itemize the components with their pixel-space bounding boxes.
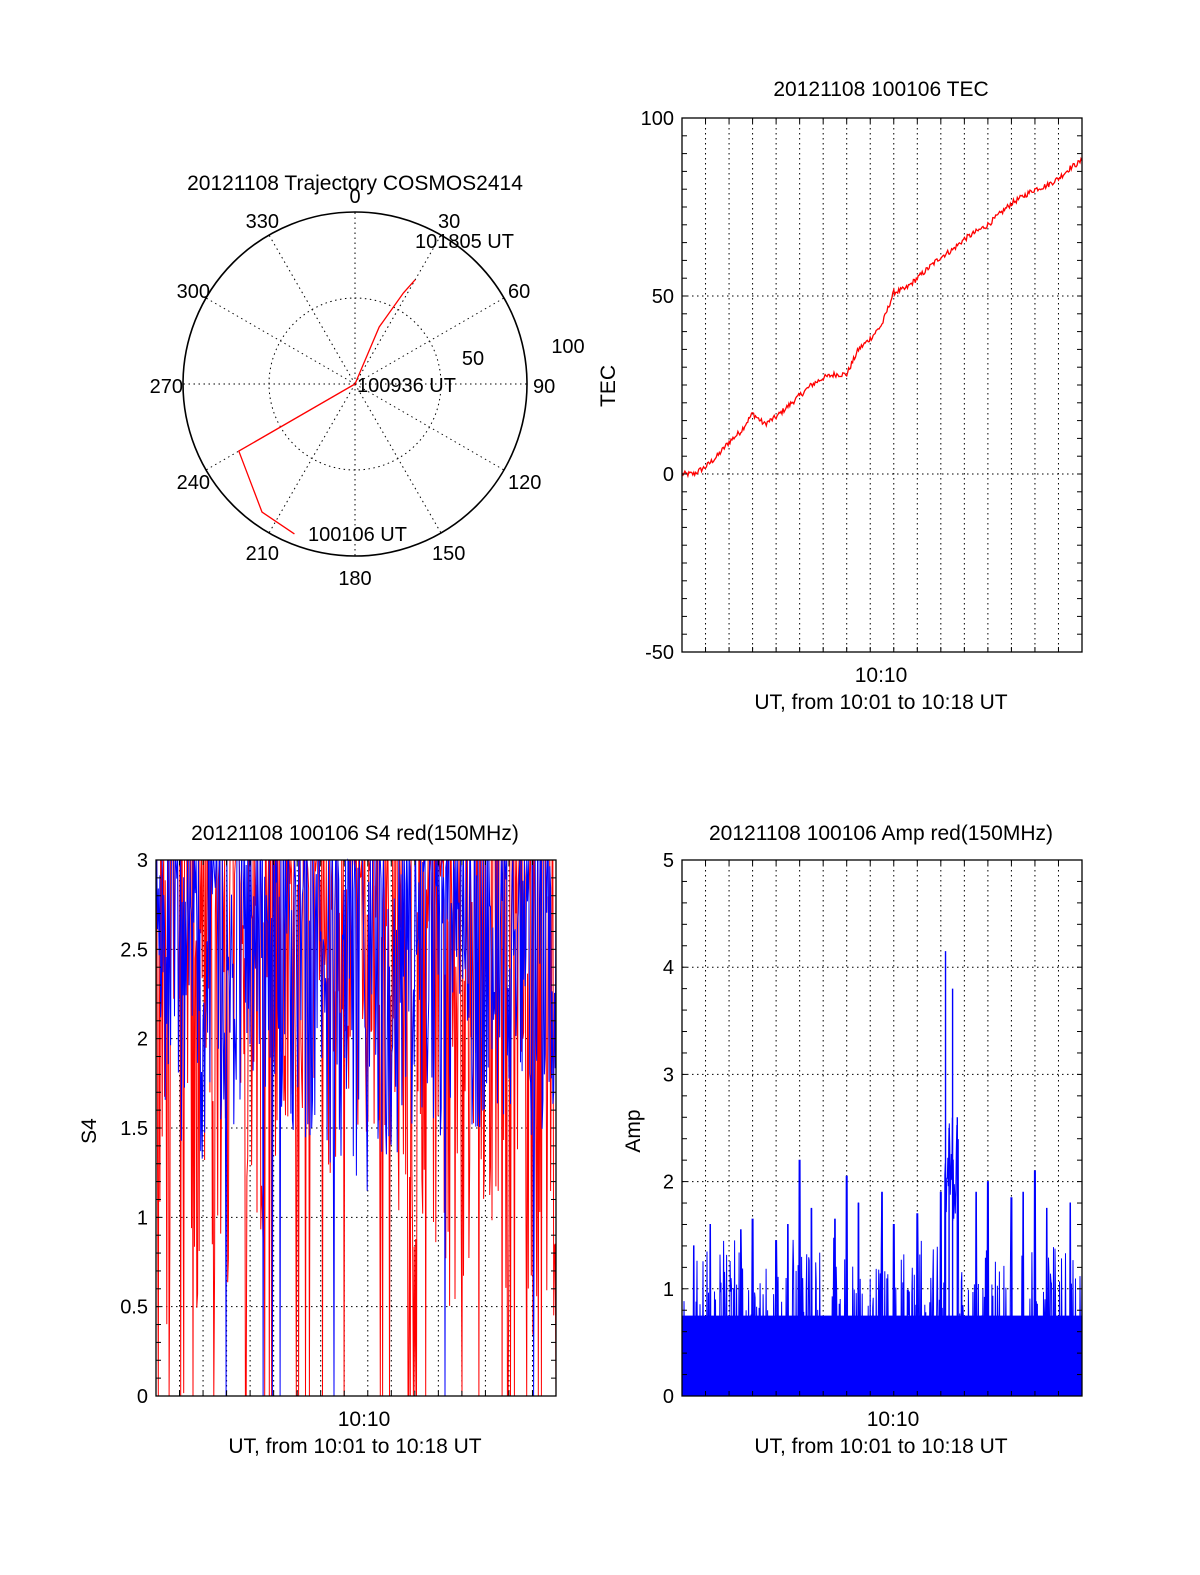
amp-xtick-label: 10:10 bbox=[867, 1408, 920, 1431]
trajectory-annotation: 100936 UT bbox=[357, 375, 456, 397]
amp-panel: 20121108 100106 Amp red(150MHz) Amp 10:1… bbox=[622, 822, 1083, 1458]
angle-label: 270 bbox=[150, 376, 183, 398]
y-tick-label: 5 bbox=[663, 850, 674, 872]
tec-series-line bbox=[681, 156, 1083, 479]
trajectory-angle-labels: 0 30 60 90 120 150 180 210 240 270 300 330 50 100 bbox=[150, 186, 585, 590]
tec-panel: 20121108 100106 TEC TEC 10:10 UT, from 1… bbox=[597, 78, 1083, 714]
y-tick-label: 100 bbox=[641, 108, 674, 130]
y-tick-label: 1 bbox=[663, 1279, 674, 1301]
spoke-line bbox=[268, 234, 356, 385]
s4-xlabel: UT, from 10:01 to 10:18 UT bbox=[228, 1435, 481, 1458]
y-tick-label: 0 bbox=[137, 1386, 148, 1408]
trajectory-annotations: 101805 UT 100936 UT 100106 UT bbox=[308, 231, 514, 546]
angle-label: 300 bbox=[177, 281, 210, 303]
trajectory-annotation: 100106 UT bbox=[308, 524, 407, 546]
angle-label: 120 bbox=[508, 472, 541, 494]
y-tick-label: 3 bbox=[663, 1064, 674, 1086]
trajectory-series bbox=[238, 279, 416, 535]
tec-xlabel: UT, from 10:01 to 10:18 UT bbox=[754, 691, 1007, 714]
trajectory-panel: 20121108 Trajectory COSMOS2414 0 30 60 90 12… bbox=[150, 172, 585, 590]
s4-title: 20121108 100106 S4 red(150MHz) bbox=[191, 822, 519, 845]
angle-label: 240 bbox=[177, 472, 210, 494]
tec-ylabel: TEC bbox=[597, 365, 620, 407]
y-tick-label: 50 bbox=[652, 286, 674, 308]
y-tick-label: 2.5 bbox=[120, 939, 148, 961]
trajectory-title: 20121108 Trajectory COSMOS2414 bbox=[187, 172, 523, 195]
s4-ylabel: S4 bbox=[78, 1118, 101, 1144]
angle-label: 60 bbox=[508, 281, 530, 303]
spoke-line bbox=[205, 297, 356, 385]
radial-label: 100 bbox=[551, 336, 584, 358]
s4-blue-series bbox=[155, 858, 557, 1397]
y-tick-label: 0 bbox=[663, 1386, 674, 1408]
spoke-line bbox=[268, 383, 356, 534]
s4-xtick-label: 10:10 bbox=[338, 1408, 391, 1431]
spoke-line bbox=[354, 234, 442, 385]
y-tick-label: 2 bbox=[137, 1029, 148, 1051]
y-tick-label: 1 bbox=[137, 1207, 148, 1229]
y-tick-label: 4 bbox=[663, 957, 674, 979]
y-tick-label: 0.5 bbox=[120, 1297, 148, 1319]
tec-title: 20121108 100106 TEC bbox=[773, 78, 988, 101]
angle-label: 90 bbox=[533, 376, 555, 398]
y-tick-label: 1.5 bbox=[120, 1118, 148, 1140]
amp-ylabel: Amp bbox=[622, 1109, 645, 1152]
s4-panel: 20121108 100106 S4 red(150MHz) S4 10:10 … bbox=[78, 822, 557, 1458]
angle-label: 30 bbox=[438, 211, 460, 233]
angle-label: 210 bbox=[246, 543, 279, 565]
radial-label: 50 bbox=[462, 348, 484, 370]
y-tick-label: 3 bbox=[137, 850, 148, 872]
amp-xlabel: UT, from 10:01 to 10:18 UT bbox=[754, 1435, 1007, 1458]
plot-frame bbox=[681, 117, 1083, 653]
angle-label: 180 bbox=[338, 568, 371, 590]
outer-ring bbox=[182, 211, 528, 557]
tec-xtick-label: 10:10 bbox=[855, 664, 908, 687]
y-tick-label: 0 bbox=[663, 464, 674, 486]
spoke-line bbox=[354, 383, 442, 534]
spoke-line bbox=[354, 297, 505, 385]
trajectory-annotation: 101805 UT bbox=[415, 231, 514, 253]
angle-label: 0 bbox=[349, 186, 360, 208]
spoke-line bbox=[354, 383, 505, 471]
trajectory-line bbox=[238, 279, 416, 535]
angle-label: 330 bbox=[246, 211, 279, 233]
amp-dense-base bbox=[682, 1315, 1082, 1396]
y-tick-label: 2 bbox=[663, 1172, 674, 1194]
amp-title: 20121108 100106 Amp red(150MHz) bbox=[709, 822, 1053, 845]
y-tick-label: -50 bbox=[645, 642, 674, 664]
angle-label: 150 bbox=[432, 543, 465, 565]
plot-frame bbox=[681, 859, 1083, 1397]
